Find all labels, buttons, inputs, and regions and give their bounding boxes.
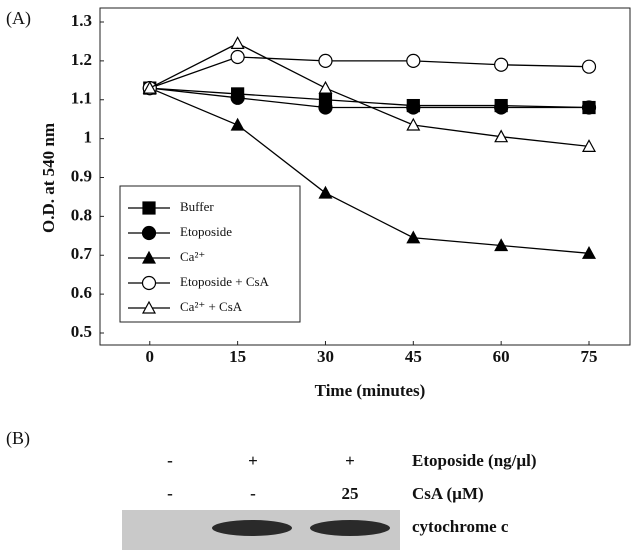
lane-value: 25: [342, 484, 359, 503]
y-tick-label: 1.2: [71, 50, 92, 69]
legend-marker: [143, 227, 156, 240]
legend-label: Etoposide: [180, 224, 232, 239]
lane-value: -: [250, 484, 256, 503]
y-tick-label: 1: [84, 128, 93, 147]
panel-label: (B): [6, 428, 30, 449]
band-label: cytochrome c: [412, 517, 509, 536]
legend-label: Buffer: [180, 199, 214, 214]
x-tick-label: 30: [317, 347, 334, 366]
panel-label: (A): [6, 8, 31, 29]
y-tick-label: 0.5: [71, 322, 92, 341]
lane-value: -: [167, 451, 173, 470]
marker: [495, 58, 508, 71]
blot-band: [310, 520, 390, 536]
marker: [495, 101, 508, 114]
lane-value: +: [345, 451, 355, 470]
marker: [407, 101, 420, 114]
x-tick-label: 45: [405, 347, 422, 366]
legend-label: Ca²⁺ + CsA: [180, 299, 243, 314]
y-axis-title: O.D. at 540 nm: [39, 123, 58, 233]
marker: [319, 54, 332, 67]
y-tick-label: 0.8: [71, 205, 92, 224]
blot-band: [212, 520, 292, 536]
y-tick-label: 1.3: [71, 11, 92, 30]
marker: [319, 101, 332, 114]
row-label: Etoposide (ng/µl): [412, 451, 537, 470]
marker: [583, 60, 596, 73]
y-tick-label: 0.9: [71, 166, 92, 185]
y-tick-label: 0.7: [71, 244, 93, 263]
marker: [407, 54, 420, 67]
marker: [231, 50, 244, 63]
legend-label: Ca²⁺: [180, 249, 205, 264]
x-tick-label: 0: [146, 347, 155, 366]
page: (A) O.D. at 540 nm Time (minutes) (B) cy…: [0, 0, 634, 550]
row-label: CsA (µM): [412, 484, 484, 503]
x-tick-label: 15: [229, 347, 246, 366]
legend-label: Etoposide + CsA: [180, 274, 270, 289]
y-tick-label: 0.6: [71, 283, 92, 302]
figure: (A) O.D. at 540 nm Time (minutes) (B) cy…: [0, 0, 634, 550]
legend-marker: [143, 202, 155, 214]
marker: [231, 91, 244, 104]
x-tick-label: 60: [493, 347, 510, 366]
legend-marker: [143, 277, 156, 290]
x-tick-label: 75: [581, 347, 598, 366]
marker: [583, 101, 596, 114]
x-axis-title: Time (minutes): [315, 381, 426, 400]
lane-value: +: [248, 451, 258, 470]
lane-value: -: [167, 484, 173, 503]
y-tick-label: 1.1: [71, 89, 92, 108]
